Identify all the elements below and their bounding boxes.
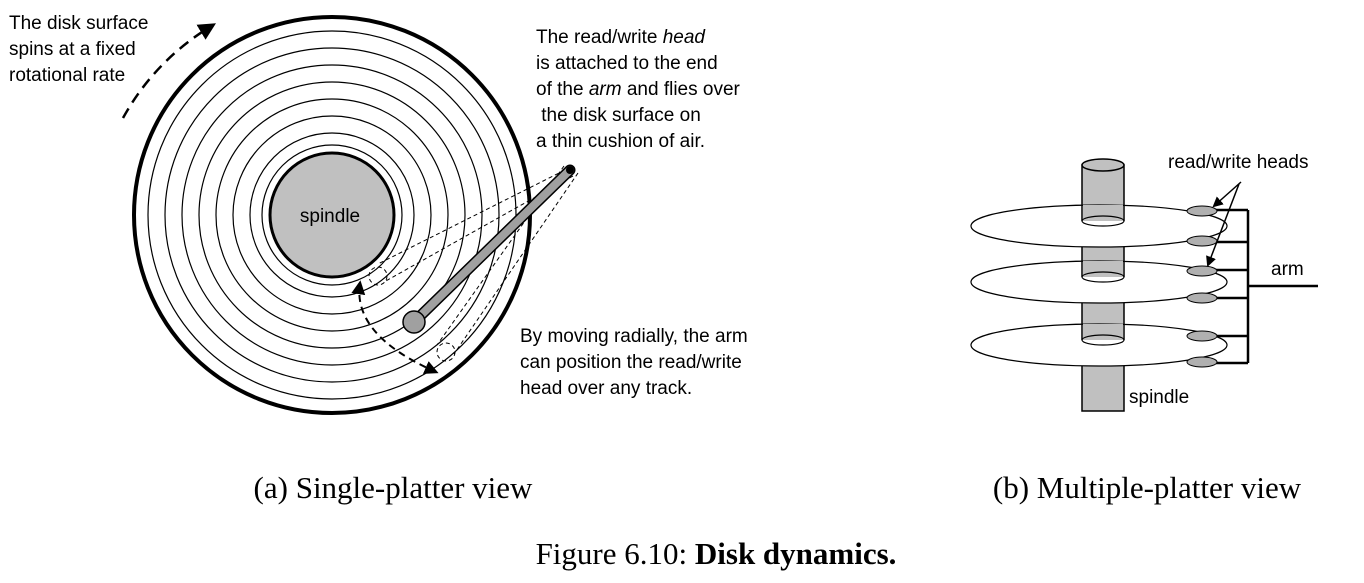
spindle-label-b: spindle <box>1129 387 1189 408</box>
caption-single-platter: (a) Single-platter view <box>254 470 534 505</box>
head <box>1186 356 1218 368</box>
heads-pointer <box>1212 181 1242 208</box>
track <box>232 115 432 315</box>
multiple-platter-panel: read/write heads arm spindle (b) Multipl… <box>970 152 1318 505</box>
radial-motion-arrow <box>351 280 439 374</box>
platter <box>970 260 1228 304</box>
spindle <box>268 151 396 279</box>
spin-note: The disk surface spins at a fixed rotati… <box>9 13 154 86</box>
figure-caption: Figure 6.10: Disk dynamics. <box>536 536 897 571</box>
head <box>1186 292 1218 304</box>
caption-multiple-platter: (b) Multiple-platter view <box>993 470 1302 505</box>
track <box>215 98 449 332</box>
head <box>1186 205 1218 217</box>
platter <box>970 204 1228 248</box>
head <box>1186 330 1218 342</box>
move-note: By moving radially, the arm can position… <box>520 326 753 399</box>
head <box>1186 235 1218 247</box>
read-write-head <box>402 310 426 334</box>
read-write-heads <box>1186 205 1218 368</box>
track <box>198 81 466 349</box>
arm-label: arm <box>1271 259 1304 280</box>
head-note: The read/write head is attached to the e… <box>536 27 745 152</box>
read-write-heads-label: read/write heads <box>1168 152 1308 173</box>
rotation-arrow <box>121 23 216 119</box>
platter-tracks <box>147 30 517 400</box>
platter <box>970 323 1228 367</box>
single-platter-panel: spindle The disk surface spins at a fixe… <box>9 13 753 505</box>
head <box>1186 265 1218 277</box>
arm-pivot <box>566 166 574 174</box>
arm-assembly <box>1214 208 1318 365</box>
track <box>249 132 415 298</box>
track <box>181 64 483 366</box>
track <box>261 144 403 286</box>
track <box>164 47 500 383</box>
heads-pointer <box>1206 183 1240 267</box>
actuator-arm-fill <box>410 166 574 326</box>
spindle-label: spindle <box>300 206 360 227</box>
